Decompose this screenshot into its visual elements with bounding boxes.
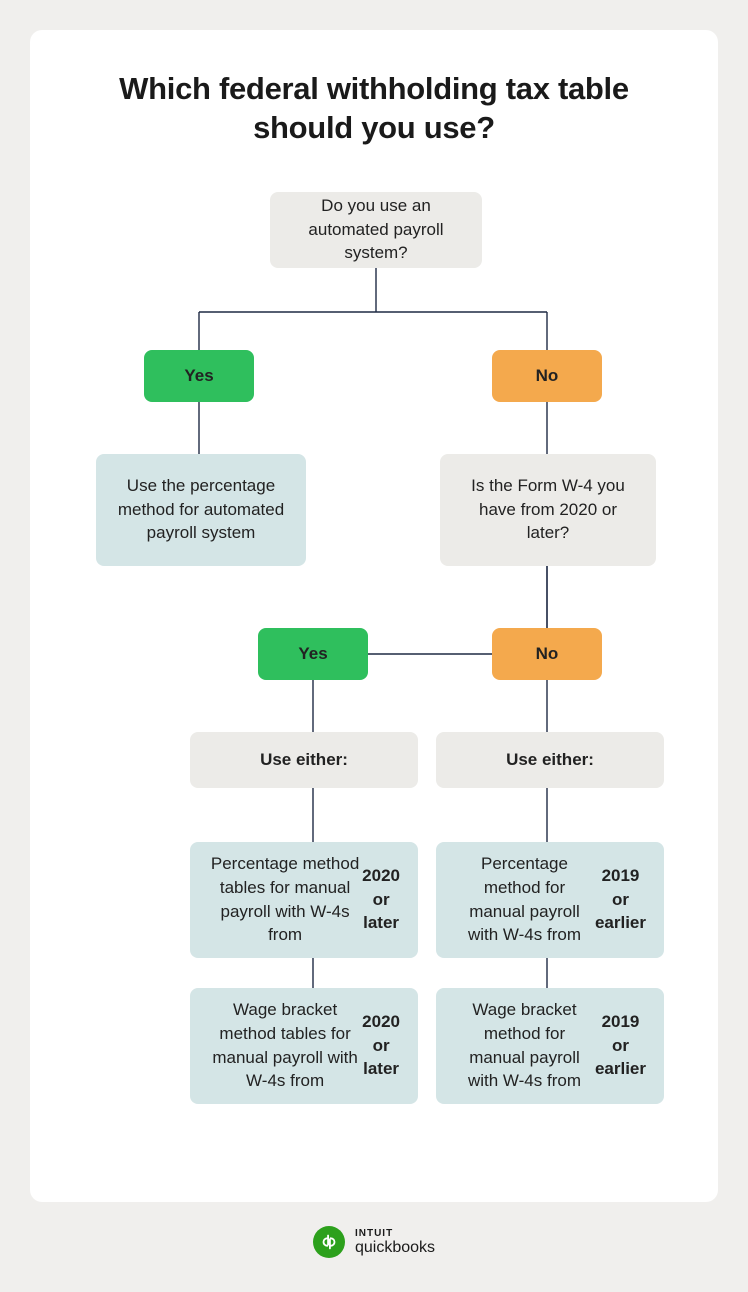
- brand-footer: INTUIT quickbooks: [0, 1226, 748, 1258]
- flowchart-node-q2: Is the Form W-4 you have from 2020 or la…: [440, 454, 656, 566]
- brand-text: INTUIT quickbooks: [355, 1229, 435, 1256]
- quickbooks-logo-icon: [313, 1226, 345, 1258]
- flowchart-node-p2a: Percentage method for manual payroll wit…: [436, 842, 664, 958]
- flowchart-node-no2: No: [492, 628, 602, 680]
- flowchart-node-e1: Use either:: [190, 732, 418, 788]
- brand-quickbooks-label: quickbooks: [355, 1240, 435, 1256]
- flowchart-node-yes2: Yes: [258, 628, 368, 680]
- brand-intuit-label: INTUIT: [355, 1229, 435, 1239]
- flowchart-node-p2b: Wage bracket method for manual payroll w…: [436, 988, 664, 1104]
- flowchart-node-r1: Use the percentage method for automated …: [96, 454, 306, 566]
- flowchart-node-p1a: Percentage method tables for manual payr…: [190, 842, 418, 958]
- flowchart-node-yes1: Yes: [144, 350, 254, 402]
- flowchart-node-q1: Do you use an automated payroll system?: [270, 192, 482, 268]
- page-title: Which federal withholding tax table shou…: [78, 70, 670, 148]
- flowchart: Do you use an automated payroll system? Y…: [78, 192, 670, 1152]
- flowchart-node-p1b: Wage bracket method tables for manual pa…: [190, 988, 418, 1104]
- flowchart-node-e2: Use either:: [436, 732, 664, 788]
- infographic-card: Which federal withholding tax table shou…: [30, 30, 718, 1202]
- flowchart-node-no1: No: [492, 350, 602, 402]
